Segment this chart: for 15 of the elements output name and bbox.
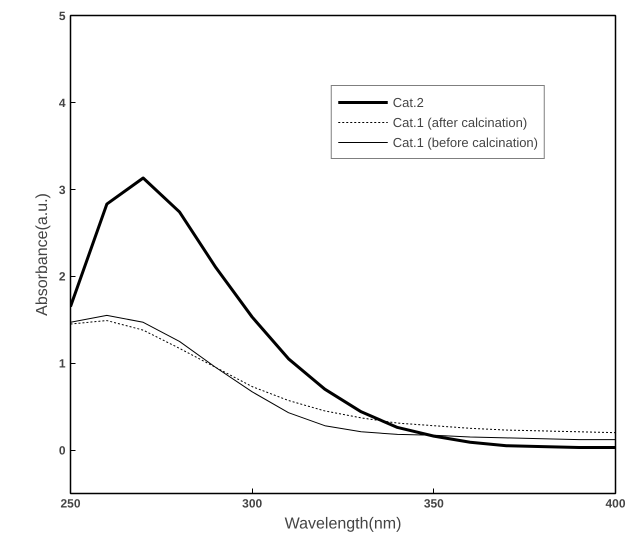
x-tick-label: 250 <box>60 496 81 510</box>
y-axis-title: Absorbance(a.u.) <box>34 193 51 316</box>
legend-label: Cat.1 (before calcination) <box>392 134 538 150</box>
legend-label: Cat.2 <box>392 94 424 110</box>
x-tick-label: 350 <box>424 496 444 510</box>
y-tick-label: 0 <box>58 444 66 458</box>
x-tick-label: 300 <box>242 496 263 510</box>
y-tick-label: 4 <box>58 96 66 110</box>
y-tick-label: 1 <box>58 356 66 371</box>
y-tick-label: 5 <box>58 9 66 23</box>
legend-label: Cat.1 (after calcination) <box>392 114 528 130</box>
x-axis-title: Wavelength(nm) <box>284 516 402 532</box>
y-tick-label: 2 <box>58 270 66 284</box>
x-tick-label: 400 <box>605 496 626 510</box>
y-tick-label: 3 <box>58 182 66 197</box>
